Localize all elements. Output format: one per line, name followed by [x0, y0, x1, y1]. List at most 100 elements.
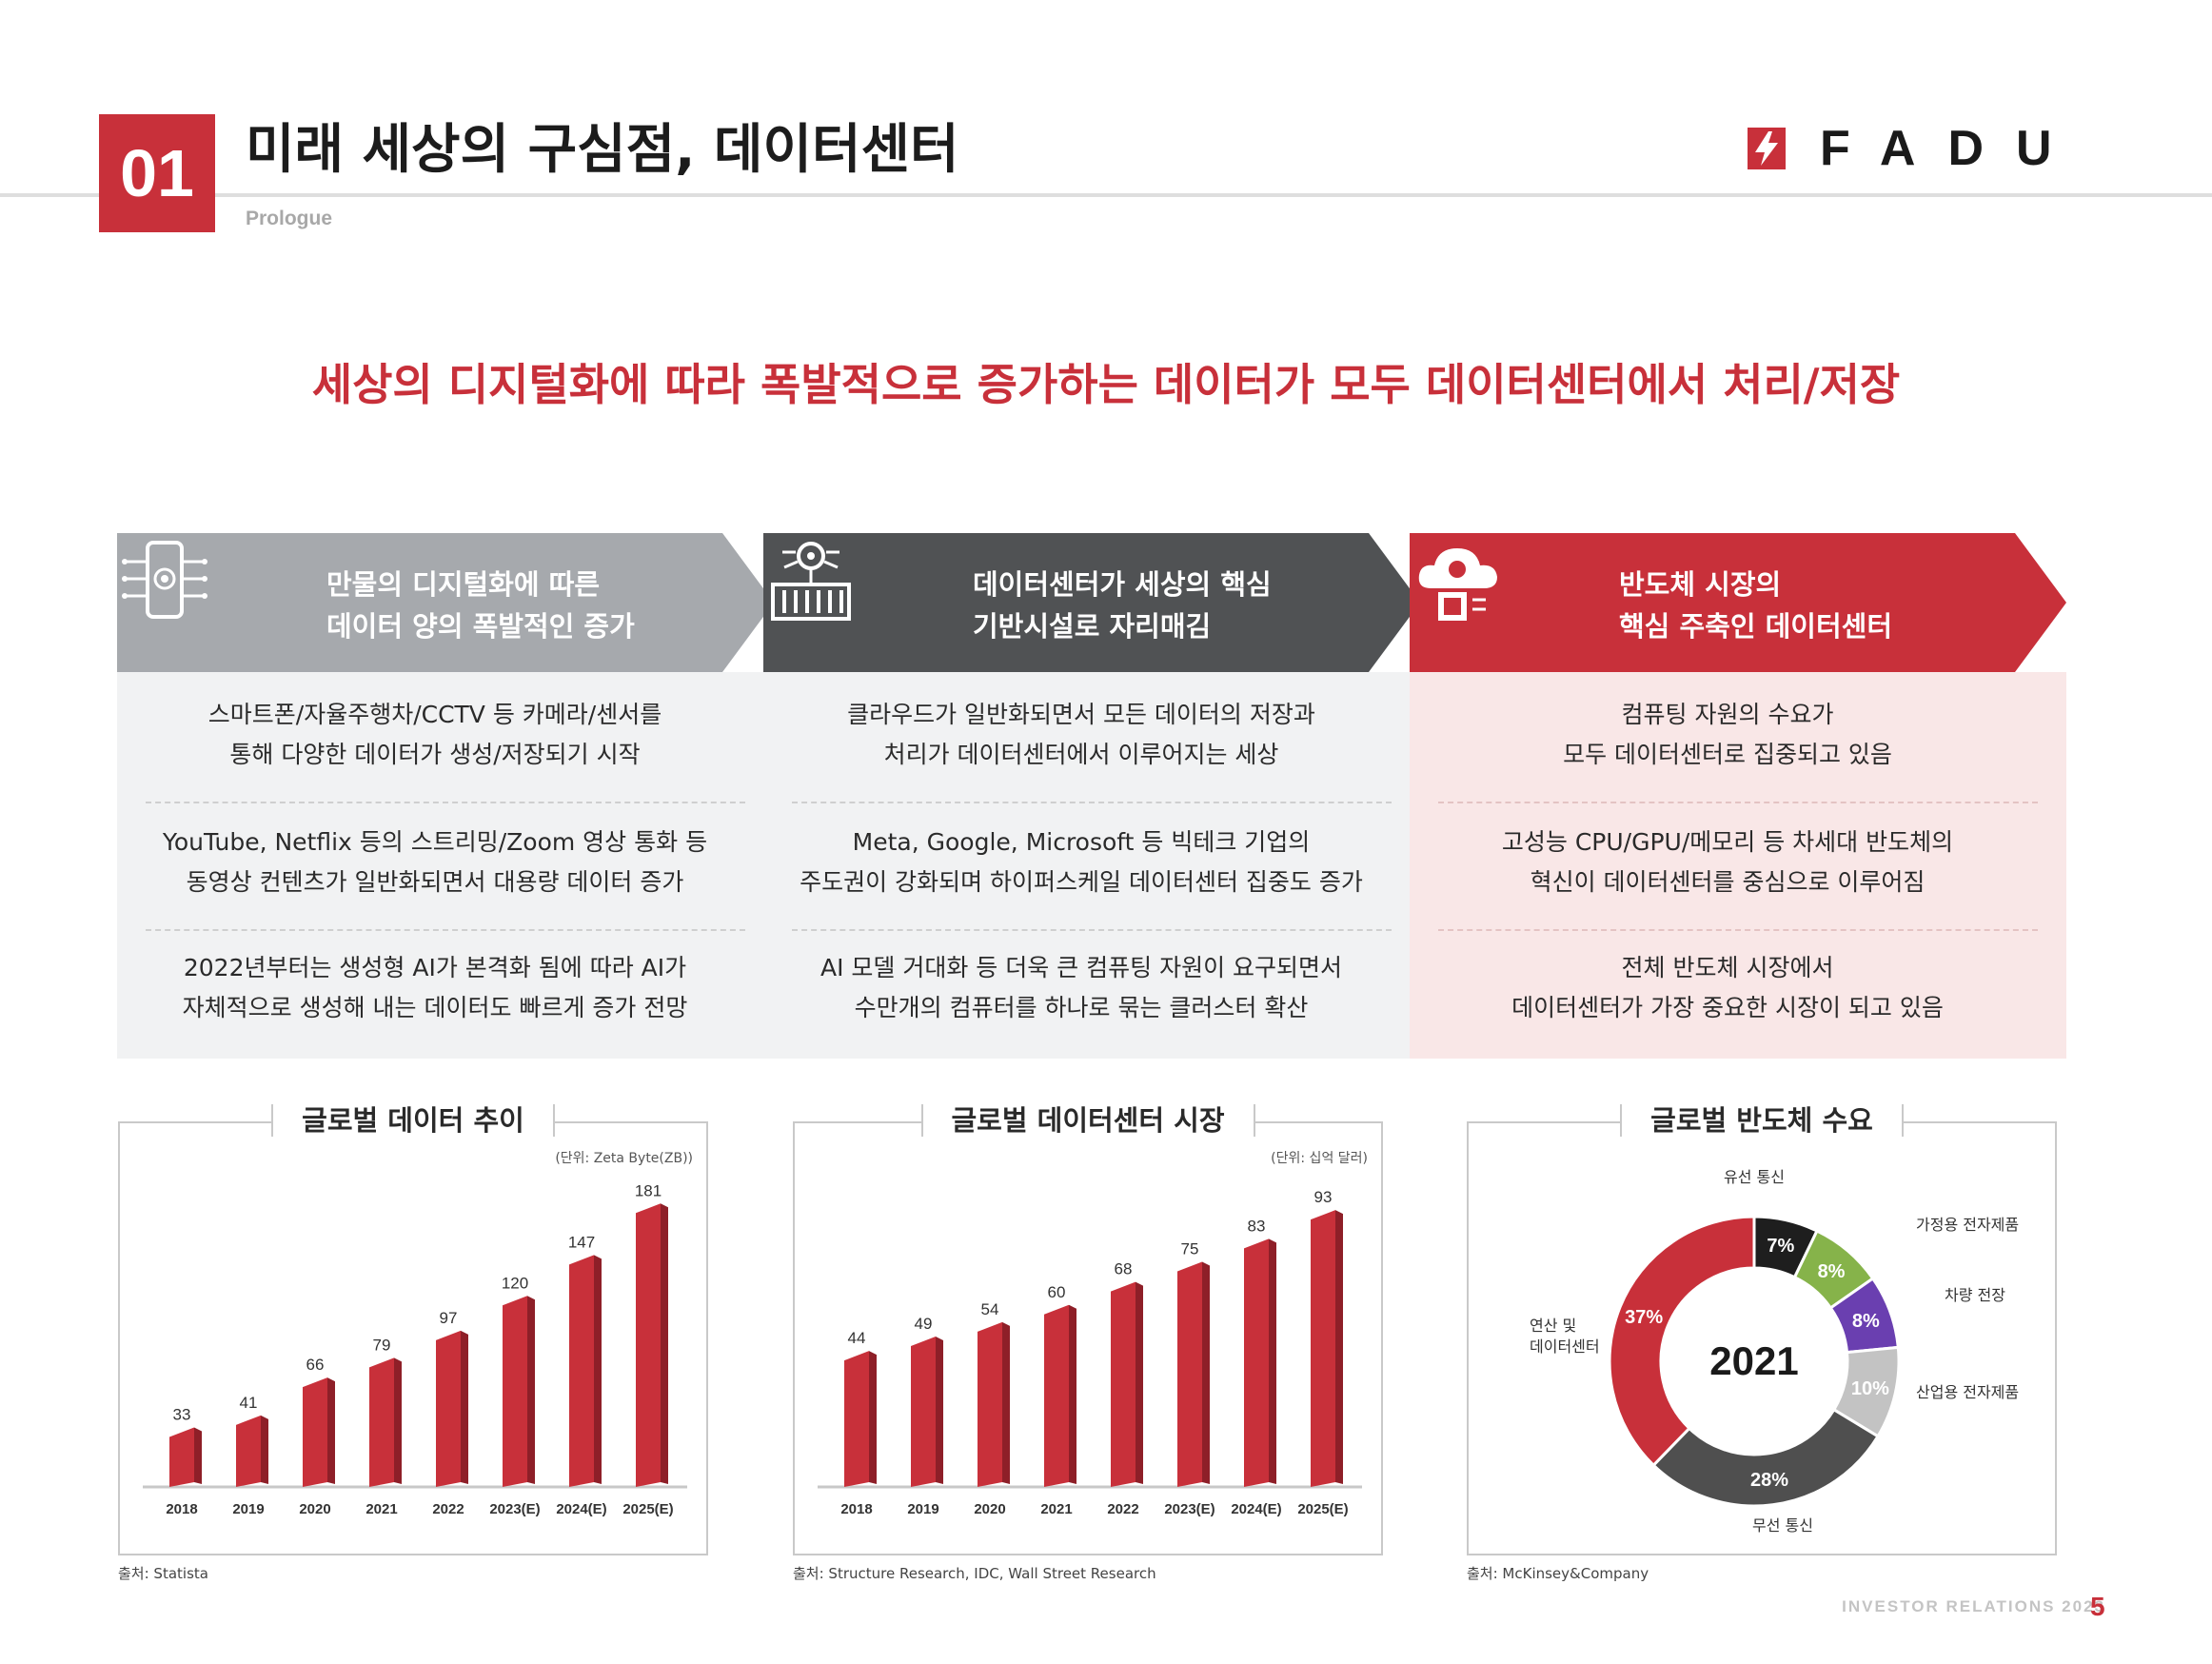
bar-side	[594, 1255, 602, 1484]
divider	[146, 929, 745, 931]
column-title: 만물의 디지털화에 따른 데이터 양의 폭발적인 증가	[326, 568, 635, 643]
chart-unit: (단위: Zeta Byte(ZB))	[555, 1151, 693, 1166]
column-header: 반도체 시장의 핵심 주축인 데이터센터	[1410, 533, 2066, 672]
divider	[792, 802, 1392, 803]
header-divider	[0, 193, 2212, 197]
bar	[236, 1415, 261, 1487]
tick-label: 2022	[1107, 1501, 1138, 1517]
lightning-logo-icon	[1748, 128, 1786, 169]
tick-label: 2024(E)	[556, 1501, 606, 1517]
bar	[436, 1330, 461, 1487]
column-body: 컴퓨팅 자원의 수요가 모두 데이터센터로 집중되고 있음 고성능 CPU/GPU…	[1410, 672, 2066, 1059]
list-item: AI 모델 거대화 등 더욱 큰 컴퓨팅 자원이 요구되면서 수만개의 컴퓨터를 …	[820, 954, 1343, 1021]
bar-side	[194, 1427, 202, 1484]
bar-side	[869, 1351, 877, 1484]
slice-value-label: 10%	[1851, 1378, 1889, 1399]
bar	[1177, 1261, 1202, 1487]
tick-label: 2020	[299, 1501, 330, 1517]
bar-side	[1002, 1321, 1010, 1484]
data-label: 97	[440, 1309, 458, 1327]
data-label: 60	[1048, 1283, 1066, 1301]
tick-label: 2023(E)	[1164, 1501, 1215, 1517]
logo-text: FADU	[1820, 121, 2084, 176]
bar-chart: 44 2018 49 2019 54 2020 60 2021 68 2022 75 2023(E) 8…	[818, 1188, 1362, 1517]
bar	[303, 1377, 327, 1487]
slice-value-label: 28%	[1750, 1470, 1788, 1491]
chart-source: 출처: Statista	[118, 1565, 208, 1582]
bar-side	[1335, 1210, 1343, 1484]
chart-global-data: 33 2018 41 2019 66 2020 79 2021 97 2022 120 2023(E)…	[118, 1104, 708, 1555]
data-label: 93	[1314, 1188, 1333, 1206]
donut-center-label: 2021	[1709, 1338, 1798, 1383]
chart-title: 글로벌 데이터센터 시장	[795, 1099, 1381, 1139]
list-item: YouTube, Netflix 등의 스트리밍/Zoom 영상 통화 등 동영상…	[162, 828, 708, 896]
bar	[1244, 1238, 1269, 1487]
donut-slice	[1608, 1215, 1756, 1468]
bar-side	[394, 1357, 402, 1484]
slice-value-label: 8%	[1852, 1311, 1880, 1332]
list-item: 컴퓨팅 자원의 수요가 모두 데이터센터로 집중되고 있음	[1563, 701, 1892, 768]
chart-unit: (단위: 십억 달러)	[1271, 1151, 1368, 1166]
slice-value-label: 8%	[1818, 1261, 1846, 1282]
tick-label: 2021	[365, 1501, 397, 1517]
data-label: 79	[373, 1336, 391, 1354]
tick-label: 2019	[232, 1501, 264, 1517]
tick-label: 2019	[907, 1501, 938, 1517]
column-header: 만물의 디지털화에 따른 데이터 양의 폭발적인 증가	[117, 533, 774, 672]
bar	[978, 1321, 1002, 1487]
donut-chart: 7% 유선 통신 8% 가정용 전자제품 8% 차량 전장 10% 산업용 전자제품 28% 무선…	[1530, 1168, 2019, 1535]
bar-side	[1202, 1261, 1210, 1484]
data-label: 83	[1248, 1217, 1266, 1235]
chart-title: 글로벌 데이터 추이	[120, 1099, 706, 1139]
bar-side	[1269, 1238, 1276, 1484]
column-title: 반도체 시장의 핵심 주축인 데이터센터	[1619, 568, 1892, 643]
column-header: 데이터센터가 세상의 핵심 기반시설로 자리매김	[763, 533, 1420, 672]
tick-label: 2025(E)	[622, 1501, 673, 1517]
bar-side	[661, 1203, 668, 1484]
divider	[1438, 929, 2038, 931]
data-label: 75	[1181, 1240, 1199, 1258]
bar	[169, 1427, 194, 1487]
bar-side	[1069, 1304, 1076, 1484]
server-rack-icon	[771, 542, 851, 621]
data-label: 33	[173, 1406, 191, 1424]
divider	[1438, 802, 2038, 803]
column-semiconductor: 반도체 시장의 핵심 주축인 데이터센터 컴퓨팅 자원의 수요가 모두 데이터센터…	[1410, 533, 2066, 1059]
column-datacenter: 데이터센터가 세상의 핵심 기반시설로 자리매김 클라우드가 일반화되면서 모든…	[763, 533, 1420, 1059]
column-body: 스마트폰/자율주행차/CCTV 등 카메라/센서를 통해 다양한 데이터가 생성/…	[117, 672, 774, 1059]
data-label: 68	[1115, 1260, 1133, 1278]
tick-label: 2020	[974, 1501, 1005, 1517]
divider	[146, 802, 745, 803]
data-label: 66	[306, 1356, 325, 1374]
donut-slice	[1651, 1407, 1881, 1508]
data-label: 147	[568, 1233, 595, 1251]
slice-category-label: 무선 통신	[1752, 1516, 1813, 1535]
bar-side	[1136, 1281, 1143, 1484]
tick-label: 2024(E)	[1231, 1501, 1281, 1517]
bar-chart: 33 2018 41 2019 66 2020 79 2021 97 2022 120 2023(E)…	[143, 1181, 687, 1517]
tick-label: 2025(E)	[1297, 1501, 1348, 1517]
section-number: 01	[99, 114, 215, 232]
slice-value-label: 7%	[1767, 1236, 1794, 1257]
tick-label: 2018	[840, 1501, 872, 1517]
column-body: 클라우드가 일반화되면서 모든 데이터의 저장과 처리가 데이터센터에서 이루어지…	[763, 672, 1420, 1059]
bar	[1044, 1304, 1069, 1487]
data-label: 44	[848, 1329, 866, 1347]
bar-side	[461, 1330, 468, 1484]
bar-side	[327, 1377, 335, 1484]
tick-label: 2023(E)	[489, 1501, 540, 1517]
bar-side	[261, 1415, 268, 1484]
slice-category-label: 가정용 전자제품	[1916, 1216, 2019, 1234]
data-label: 120	[502, 1274, 528, 1292]
data-label: 54	[981, 1300, 999, 1318]
footer-text: INVESTOR RELATIONS 2023	[1842, 1597, 2105, 1615]
list-item: 스마트폰/자율주행차/CCTV 등 카메라/센서를 통해 다양한 데이터가 생성/…	[207, 701, 662, 768]
smartphone-data-icon	[122, 541, 207, 619]
chart-datacenter-market: 44 2018 49 2019 54 2020 60 2021 68 2022 75 2023(E) 8…	[793, 1104, 1383, 1555]
slice-category-label: 차량 전장	[1945, 1286, 2005, 1304]
column-digitalization: 만물의 디지털화에 따른 데이터 양의 폭발적인 증가 스마트폰/자율주행차/C…	[117, 533, 774, 1059]
bar	[636, 1203, 661, 1487]
page-subtitle: Prologue	[246, 208, 333, 229]
data-label: 41	[240, 1394, 258, 1412]
chart-source: 출처: McKinsey&Company	[1467, 1565, 1649, 1582]
